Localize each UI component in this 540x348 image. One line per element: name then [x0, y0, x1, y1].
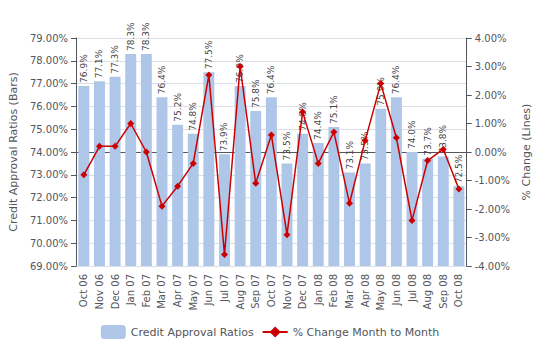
svg-text:76.4%: 76.4% — [391, 65, 401, 94]
svg-text:Feb 08: Feb 08 — [328, 274, 339, 308]
svg-text:Feb 07: Feb 07 — [141, 274, 152, 308]
svg-text:Dec 07: Dec 07 — [297, 274, 308, 309]
svg-text:75.9%: 75.9% — [376, 77, 386, 106]
svg-text:Jan 08: Jan 08 — [313, 274, 324, 306]
svg-text:74.8%: 74.8% — [297, 102, 308, 131]
svg-text:Apr 08: Apr 08 — [360, 274, 371, 307]
svg-text:77.1%: 77.1% — [94, 49, 104, 78]
svg-text:76.9%: 76.9% — [79, 54, 89, 83]
svg-text:0.00%: 0.00% — [475, 147, 507, 158]
svg-text:Oct 08: Oct 08 — [453, 274, 464, 307]
svg-text:73.5%: 73.5% — [360, 131, 371, 161]
svg-text:78.3%: 78.3% — [141, 22, 151, 51]
svg-text:74.4%: 74.4% — [313, 111, 323, 140]
svg-text:Nov 06: Nov 06 — [94, 274, 105, 309]
svg-text:1.00%: 1.00% — [475, 118, 507, 129]
svg-text:Jan 07: Jan 07 — [125, 274, 136, 306]
svg-text:Sep 08: Sep 08 — [438, 274, 449, 309]
svg-text:73.7%: 73.7% — [423, 127, 433, 156]
svg-text:-1.00%: -1.00% — [475, 175, 510, 186]
svg-text:70.00%: 70.00% — [30, 238, 68, 249]
svg-text:69.00%: 69.00% — [30, 261, 68, 272]
svg-text:Apr 07: Apr 07 — [172, 274, 183, 307]
svg-text:% Change Month to Month: % Change Month to Month — [293, 326, 440, 339]
svg-text:Nov 07: Nov 07 — [282, 274, 293, 309]
svg-text:74.8%: 74.8% — [188, 102, 198, 131]
svg-text:-4.00%: -4.00% — [475, 261, 510, 272]
svg-text:71.00%: 71.00% — [30, 215, 68, 226]
svg-text:Oct 06: Oct 06 — [78, 274, 89, 307]
svg-text:May 07: May 07 — [188, 274, 199, 311]
svg-text:Aug 08: Aug 08 — [422, 274, 433, 309]
svg-text:Oct 07: Oct 07 — [266, 274, 277, 307]
svg-text:73.00%: 73.00% — [30, 169, 68, 180]
svg-text:76.9%: 76.9% — [235, 54, 245, 83]
svg-text:Jul 08: Jul 08 — [407, 274, 418, 303]
svg-text:73.1%: 73.1% — [345, 140, 355, 169]
svg-text:Credit Approval Ratios (Bars): Credit Approval Ratios (Bars) — [7, 72, 20, 231]
svg-text:72.00%: 72.00% — [30, 192, 68, 203]
svg-text:Jun 08: Jun 08 — [391, 274, 402, 307]
svg-text:75.00%: 75.00% — [30, 124, 68, 135]
svg-text:78.00%: 78.00% — [30, 55, 68, 66]
svg-text:-3.00%: -3.00% — [475, 232, 510, 243]
svg-text:76.4%: 76.4% — [266, 65, 276, 94]
svg-text:% Change (Lines): % Change (Lines) — [520, 104, 533, 201]
svg-text:77.3%: 77.3% — [110, 45, 120, 74]
svg-text:Mar 07: Mar 07 — [156, 274, 167, 309]
svg-text:Jul 07: Jul 07 — [219, 274, 230, 303]
svg-text:77.00%: 77.00% — [30, 78, 68, 89]
svg-text:76.4%: 76.4% — [157, 65, 167, 94]
svg-text:75.1%: 75.1% — [329, 95, 339, 124]
svg-text:Aug 07: Aug 07 — [235, 274, 246, 309]
svg-text:Sep 07: Sep 07 — [250, 274, 261, 309]
svg-text:May 08: May 08 — [375, 274, 386, 311]
svg-text:Mar 08: Mar 08 — [344, 274, 355, 309]
svg-text:74.0%: 74.0% — [407, 120, 417, 149]
svg-text:79.00%: 79.00% — [30, 33, 68, 44]
svg-text:75.2%: 75.2% — [173, 93, 183, 122]
svg-text:73.8%: 73.8% — [438, 125, 448, 154]
svg-text:73.5%: 73.5% — [282, 131, 292, 160]
svg-text:77.5%: 77.5% — [204, 40, 214, 69]
svg-text:3.00%: 3.00% — [475, 61, 507, 72]
svg-text:Jun 07: Jun 07 — [203, 274, 214, 307]
svg-text:75.8%: 75.8% — [251, 79, 261, 108]
svg-text:72.5%: 72.5% — [453, 154, 464, 184]
svg-text:74.00%: 74.00% — [30, 147, 68, 158]
svg-text:73.9%: 73.9% — [219, 122, 229, 151]
svg-text:2.00%: 2.00% — [475, 90, 507, 101]
svg-text:-2.00%: -2.00% — [475, 204, 510, 215]
svg-text:76.00%: 76.00% — [30, 101, 68, 112]
svg-text:78.3%: 78.3% — [126, 22, 136, 51]
svg-text:Dec 06: Dec 06 — [110, 274, 121, 309]
svg-text:4.00%: 4.00% — [475, 33, 507, 44]
svg-text:Credit Approval Ratios: Credit Approval Ratios — [131, 326, 254, 339]
